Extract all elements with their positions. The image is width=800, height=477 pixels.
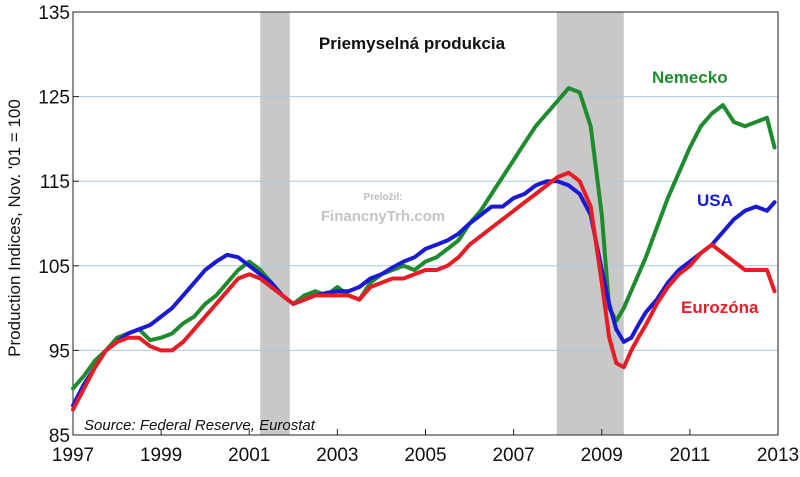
series-label-eurozona: Eurozóna	[681, 298, 759, 317]
x-tick-label: 2007	[492, 445, 534, 466]
x-tick-label: 1997	[52, 445, 94, 466]
watermark-line2: FinancnyTrh.com	[321, 208, 445, 225]
y-tick-label: 85	[49, 426, 70, 447]
x-tick-label: 2001	[228, 445, 270, 466]
x-tick-label: 2005	[404, 445, 446, 466]
series-line-usa	[71, 179, 777, 408]
gridlines	[73, 96, 778, 351]
recession-band-2	[556, 12, 624, 435]
source-note: Source: Federal Reserve, Eurostat	[84, 417, 316, 434]
recession-bands	[260, 12, 624, 435]
x-tick-label: 2013	[757, 445, 799, 466]
x-tick-label: 2003	[316, 445, 358, 466]
recession-band-1	[260, 12, 290, 435]
chart-title: Priemyselná produkcia	[319, 34, 506, 53]
y-tick-label: 95	[49, 341, 70, 362]
y-axis: 85 95 105 115 125 135	[38, 3, 79, 447]
x-tick-label: 2009	[581, 445, 623, 466]
x-axis: 1997 1999 2001 2003 2005 2007 2009 2011 2013	[52, 429, 799, 466]
series-label-nemecko: Nemecko	[652, 68, 728, 87]
series-line-eurozona	[71, 170, 777, 412]
y-tick-label: 135	[38, 3, 70, 24]
y-tick-label: 125	[38, 88, 70, 109]
watermark-line1: Preložil:	[364, 192, 403, 203]
y-tick-label: 105	[38, 257, 70, 278]
x-tick-label: 1999	[140, 445, 182, 466]
series-label-usa: USA	[697, 191, 733, 210]
y-tick-label: 115	[40, 172, 70, 193]
series-line-nemecko	[71, 86, 777, 391]
x-tick-label: 2011	[669, 445, 710, 466]
y-axis-label: Production Indices, Nov. '01 = 100	[5, 99, 24, 357]
series-lines	[71, 86, 777, 412]
